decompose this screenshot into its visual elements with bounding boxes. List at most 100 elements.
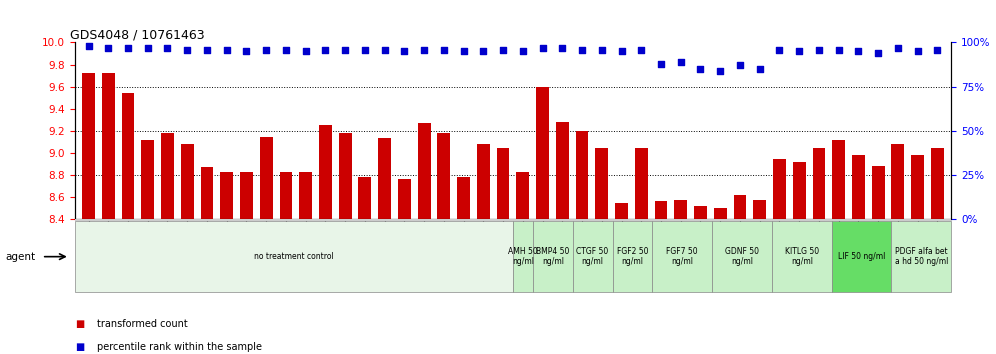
Bar <box>652 221 712 292</box>
Point <box>278 47 294 52</box>
Text: AMH 50
ng/ml: AMH 50 ng/ml <box>508 247 538 266</box>
Bar <box>872 166 884 219</box>
Point <box>416 47 432 52</box>
Bar <box>772 221 832 292</box>
Point <box>81 43 97 49</box>
Bar <box>931 148 944 219</box>
Bar <box>437 133 450 219</box>
Point <box>909 48 925 54</box>
Bar <box>260 137 273 219</box>
Bar <box>573 221 613 292</box>
Bar <box>102 73 115 219</box>
Point <box>672 59 688 65</box>
Bar <box>141 140 154 219</box>
Text: FGF7 50
ng/ml: FGF7 50 ng/ml <box>666 247 698 266</box>
Point <box>495 47 511 52</box>
Point <box>238 48 254 54</box>
Point <box>139 45 155 51</box>
Point <box>199 47 215 52</box>
Bar <box>457 177 470 219</box>
Point <box>614 48 629 54</box>
Bar <box>319 125 332 219</box>
Point <box>555 45 571 51</box>
Text: LIF 50 ng/ml: LIF 50 ng/ml <box>838 252 885 261</box>
Point <box>179 47 195 52</box>
Point <box>159 45 175 51</box>
Bar <box>813 148 826 219</box>
Text: PDGF alfa bet
a hd 50 ng/ml: PDGF alfa bet a hd 50 ng/ml <box>894 247 948 266</box>
Point <box>712 68 728 74</box>
Point <box>515 48 531 54</box>
Bar <box>832 221 891 292</box>
Bar <box>240 172 253 219</box>
Bar <box>220 172 233 219</box>
Bar <box>122 93 134 219</box>
Bar <box>634 148 647 219</box>
Text: GDNF 50
ng/ml: GDNF 50 ng/ml <box>725 247 759 266</box>
Point <box>298 48 314 54</box>
Bar <box>181 144 193 219</box>
Text: CTGF 50
ng/ml: CTGF 50 ng/ml <box>577 247 609 266</box>
Bar <box>533 221 573 292</box>
Bar <box>513 221 533 292</box>
Point <box>889 45 905 51</box>
Text: transformed count: transformed count <box>97 319 187 329</box>
Bar <box>911 155 924 219</box>
Point <box>121 45 136 51</box>
Bar <box>556 122 569 219</box>
Text: KITLG 50
ng/ml: KITLG 50 ng/ml <box>785 247 819 266</box>
Bar <box>891 221 951 292</box>
Bar <box>852 155 865 219</box>
Point <box>258 47 274 52</box>
Bar <box>674 200 687 219</box>
Bar <box>793 162 806 219</box>
Text: GDS4048 / 10761463: GDS4048 / 10761463 <box>71 28 205 41</box>
Point <box>692 66 708 72</box>
Bar <box>536 87 549 219</box>
Bar <box>712 221 772 292</box>
Bar <box>280 172 293 219</box>
Text: agent: agent <box>5 252 35 262</box>
Bar <box>753 200 766 219</box>
Bar <box>398 178 410 219</box>
Point <box>851 48 867 54</box>
Bar <box>359 177 372 219</box>
Bar <box>75 221 513 292</box>
Point <box>871 50 886 56</box>
Point <box>574 47 590 52</box>
Point <box>396 48 412 54</box>
Point <box>811 47 827 52</box>
Text: ■: ■ <box>75 319 84 329</box>
Point <box>357 47 373 52</box>
Bar <box>596 148 609 219</box>
Bar <box>694 206 707 219</box>
Bar <box>616 203 627 219</box>
Text: BMP4 50
ng/ml: BMP4 50 ng/ml <box>536 247 570 266</box>
Point <box>475 48 491 54</box>
Bar <box>417 123 430 219</box>
Bar <box>477 144 490 219</box>
Point <box>535 45 551 51</box>
Bar <box>891 144 904 219</box>
Point <box>318 47 334 52</box>
Bar <box>378 138 391 219</box>
Bar <box>733 195 746 219</box>
Bar <box>200 167 213 219</box>
Point <box>436 47 452 52</box>
Point <box>772 47 788 52</box>
Point <box>831 47 847 52</box>
Bar <box>833 140 845 219</box>
Bar <box>497 148 510 219</box>
Point <box>633 47 649 52</box>
Bar <box>613 221 652 292</box>
Bar <box>339 133 352 219</box>
Point <box>732 63 748 68</box>
Bar <box>161 133 174 219</box>
Point <box>455 48 471 54</box>
Point <box>594 47 610 52</box>
Bar <box>576 131 589 219</box>
Point <box>376 47 392 52</box>
Point <box>653 61 669 67</box>
Point <box>929 47 945 52</box>
Bar <box>654 201 667 219</box>
